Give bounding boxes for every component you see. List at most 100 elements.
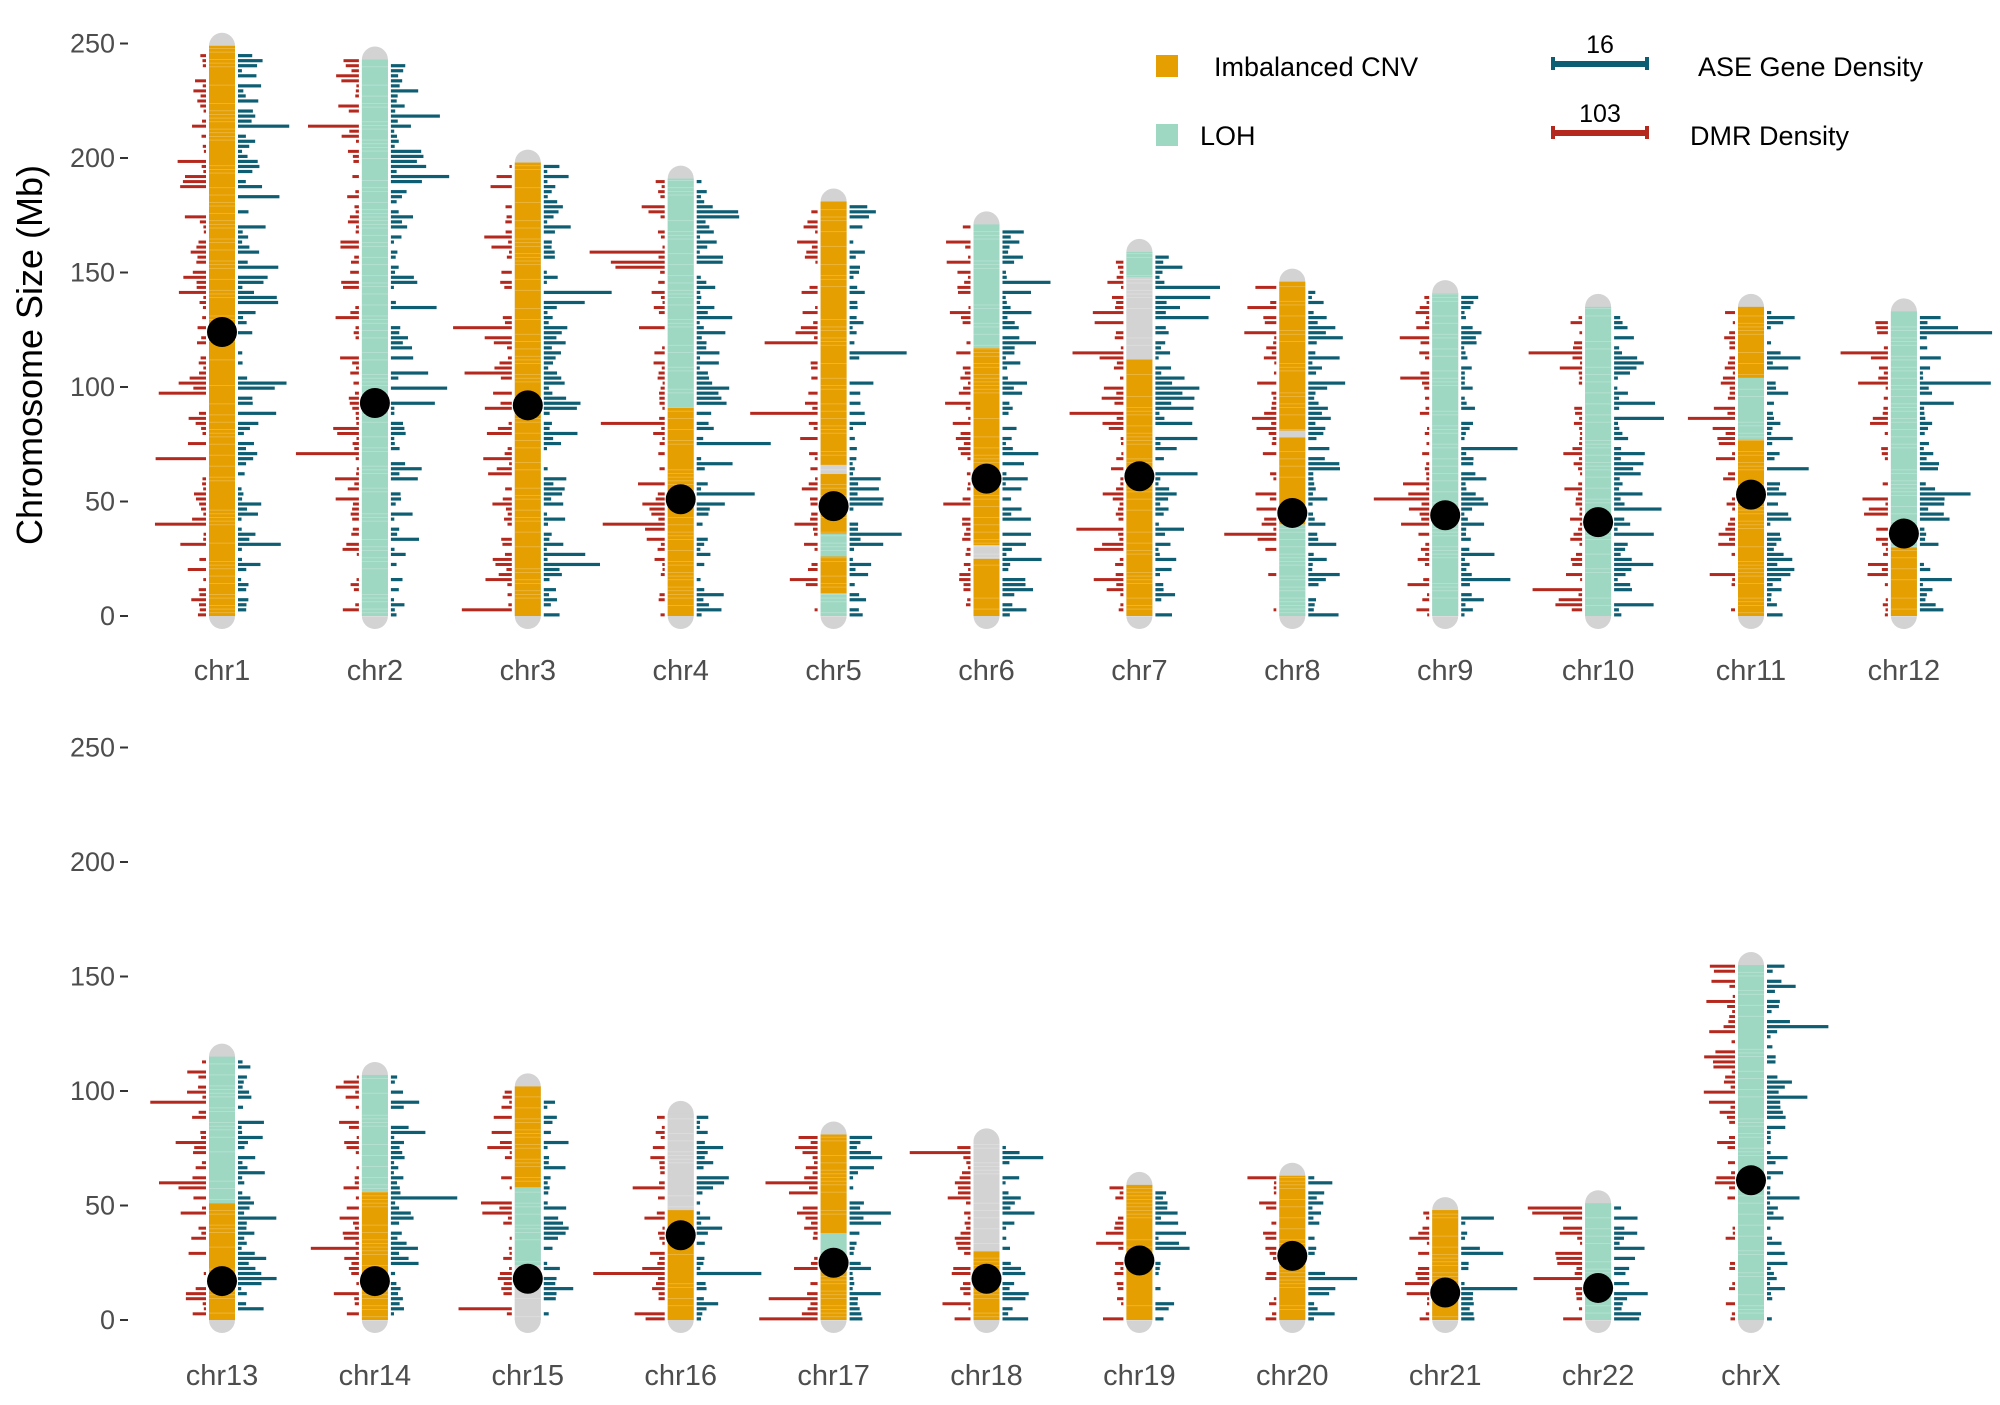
dmr-density-bar [203,149,206,153]
ase-density-bar [390,149,422,153]
dmr-density-bar [200,54,206,58]
ase-density-bar [1461,1281,1465,1286]
band-stripe [1890,484,1917,485]
ase-density-bar [390,89,419,93]
ase-density-bar [543,567,560,572]
dmr-density-bar [1555,603,1583,607]
band-stripe [667,1206,694,1208]
band-stripe [1738,1294,1764,1296]
dmr-density-bar [350,512,359,516]
band-stripe [667,1140,694,1142]
dmr-density-bar [600,421,665,425]
ase-density-bar [390,1261,419,1266]
band-stripe [514,421,541,423]
dmr-density-bar [814,1256,818,1260]
ase-density-bar [1767,613,1783,617]
dmr-density-bar [192,1176,206,1180]
dmr-density-bar [1881,447,1888,451]
ase-density-bar [238,1191,243,1195]
ase-density-bar [1155,1206,1168,1210]
band-stripe [514,1232,541,1233]
band-stripe [1738,1147,1764,1149]
ase-density-bar [849,557,853,562]
ase-density-bar [390,492,401,496]
dmr-density-bar [496,467,512,471]
ase-density-bar [1614,572,1626,577]
ase-density-bar [1461,1216,1494,1220]
ase-density-bar [390,119,398,123]
band-stripe [209,1298,235,1299]
dmr-density-bar [945,401,971,405]
dmr-density-bar [1725,431,1735,435]
band-stripe [209,84,235,86]
dmr-density-bar [1714,1181,1735,1185]
dmr-density-bar [1257,381,1277,385]
band-stripe [514,1191,541,1193]
dmr-density-bar [203,1272,206,1276]
band-stripe [1126,297,1153,299]
dmr-density-bar [1426,462,1430,466]
ase-density-bar [696,401,727,405]
ase-density-bar [1461,436,1465,441]
ase-density-bar [1308,290,1316,295]
dmr-density-bar [966,527,971,531]
y-tick-label: 150 [70,962,115,992]
ase-density-bar [1461,381,1465,385]
ase-density-bar [696,1261,704,1266]
ase-density-bar [696,462,733,466]
dmr-density-bar [1404,1282,1430,1286]
dmr-density-bar [1115,306,1124,310]
dmr-density-bar [1713,406,1735,410]
ase-density-bar [543,497,552,501]
dmr-density-bar [354,1297,359,1301]
ase-density-bar [390,195,402,199]
ase-density-bar [1767,1297,1773,1301]
ase-density-bar [1767,366,1789,370]
ase-density-bar [1767,1004,1779,1009]
ase-density-bar [238,1085,243,1089]
band-stripe [361,227,388,229]
dmr-density-bar [1578,381,1583,385]
dmr-density-bar [501,270,512,274]
band-stripe [514,363,541,364]
dmr-density-bar [1840,351,1888,355]
ase-density-bar [238,1095,252,1099]
dmr-density-bar [197,99,206,103]
dmr-density-bar [965,245,971,249]
dmr-density-bar [967,598,971,602]
dmr-density-bar [496,175,512,179]
ase-density-bar [696,275,701,279]
ase-density-bar [696,210,739,214]
segment-loh [1585,306,1612,616]
band-stripe [1279,561,1306,562]
dmr-density-bar [661,1125,665,1129]
dmr-density-bar [1724,366,1735,370]
band-stripe [1890,385,1917,386]
ase-density-bar [1461,567,1467,572]
ase-density-bar [1002,240,1020,244]
ase-density-bar [1461,1266,1469,1271]
ase-density-bar [1002,512,1012,516]
band-stripe [1585,308,1612,310]
ase-density-bar [849,1201,864,1205]
dmr-density-bar [657,376,665,380]
ase-density-bar [390,1256,409,1260]
ase-density-bar [849,608,859,612]
dmr-density-bar [963,583,971,587]
chromosome-chr1: chr1 [154,32,290,687]
dmr-density-bar [1728,472,1735,476]
dmr-density-bar [1269,1302,1277,1306]
band-stripe [361,143,388,145]
band-stripe [1432,546,1459,548]
dmr-density-bar [964,280,971,284]
dmr-density-bar [1115,573,1124,577]
dmr-density-bar [1120,376,1124,380]
dmr-density-bar [1563,452,1583,456]
dmr-density-bar [1575,1287,1583,1291]
band-stripe [1890,550,1917,551]
ase-density-bar [696,1161,714,1165]
ase-density-bar [1155,391,1183,395]
dmr-density-bar [809,452,818,456]
dmr-density-bar [193,1196,206,1200]
dmr-density-bar [1273,1191,1277,1195]
